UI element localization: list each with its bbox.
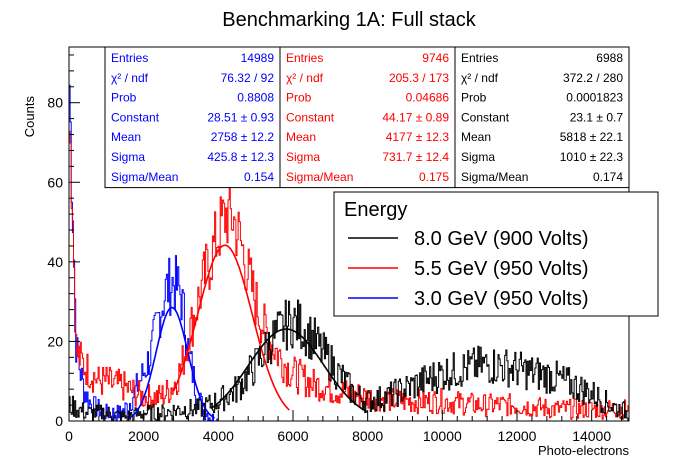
stat-label: χ² / ndf [461, 71, 499, 85]
legend-header: Energy [344, 199, 407, 221]
stat-box-frame [454, 46, 630, 189]
y-tick-label: 20 [47, 333, 63, 349]
legend: Energy 8.0 GeV (900 Volts) 5.5 GeV (950 Vo… [333, 191, 659, 317]
stat-value: 372.2 / 280 [563, 71, 623, 85]
stat-value: 23.1 ± 0.7 [570, 110, 624, 124]
legend-entry-label: 5.5 GeV (950 Volts) [414, 258, 589, 280]
stat-label: Sigma [461, 150, 495, 164]
stat-value: 4177 ± 12.3 [386, 130, 450, 144]
gaussian-fit-3 [210, 328, 369, 413]
legend-entry-label: 3.0 GeV (950 Volts) [414, 288, 589, 310]
legend-entry-label: 8.0 GeV (900 Volts) [414, 228, 589, 250]
stat-value: 14989 [241, 51, 275, 65]
y-tick-label: 0 [55, 413, 63, 429]
stat-label: Entries [286, 51, 323, 65]
stat-label: Constant [286, 110, 335, 124]
stat-value: 731.7 ± 12.4 [382, 150, 449, 164]
x-tick-label: 8000 [352, 428, 383, 444]
stat-box-1: Entries 14989 χ² / ndf 76.32 / 92 Prob 0.8808… [104, 46, 281, 189]
stat-box-2: Entries 9746 χ² / ndf 205.3 / 173 Prob 0.0468… [279, 46, 456, 189]
stat-label: Constant [461, 110, 510, 124]
stat-label: Sigma [286, 150, 320, 164]
histogram-series-3 [68, 299, 629, 422]
stat-label: Entries [461, 51, 498, 65]
stat-label: Prob [111, 91, 137, 105]
stat-value: 0.175 [419, 170, 449, 184]
stat-value: 44.17 ± 0.89 [382, 110, 449, 124]
stat-label: Sigma/Mean [286, 170, 353, 184]
stat-label: Entries [111, 51, 148, 65]
stat-label: χ² / ndf [286, 71, 324, 85]
stat-label: Mean [286, 130, 316, 144]
x-tick-label: 2000 [128, 428, 159, 444]
stat-label: Prob [286, 91, 312, 105]
stat-value: 205.3 / 173 [389, 71, 449, 85]
y-tick-label: 80 [47, 95, 63, 111]
stat-value: 1010 ± 22.3 [560, 150, 624, 164]
stat-label: Sigma/Mean [461, 170, 528, 184]
stat-value: 6988 [596, 51, 623, 65]
y-tick-label: 40 [47, 254, 63, 270]
fit-curves [128, 244, 369, 419]
stat-label: Mean [111, 130, 141, 144]
gaussian-fit-1 [128, 306, 215, 419]
x-tick-label: 0 [65, 428, 73, 444]
stat-box-frame [279, 46, 456, 189]
stat-value: 0.154 [244, 170, 274, 184]
stat-label: Prob [461, 91, 487, 105]
stat-value: 425.8 ± 12.3 [207, 150, 274, 164]
stat-label: Sigma/Mean [111, 170, 178, 184]
legend-frame [333, 191, 659, 317]
stat-label: Mean [461, 130, 491, 144]
y-tick-label: 60 [47, 174, 63, 190]
axes: 0 2000 4000 6000 8000 10000 12000 14000 0 20 40 60 8… [47, 54, 623, 444]
stat-label: χ² / ndf [111, 71, 149, 85]
stat-value: 9746 [422, 51, 449, 65]
stat-label: Constant [111, 110, 160, 124]
stat-value: 0.0001823 [566, 91, 623, 105]
x-tick-label: 6000 [277, 428, 308, 444]
stat-value: 0.174 [593, 170, 623, 184]
x-tick-label: 14000 [572, 428, 611, 444]
stat-value: 0.04686 [406, 91, 450, 105]
fit-statistics-boxes: Entries 14989 χ² / ndf 76.32 / 92 Prob 0.8808… [104, 46, 630, 189]
stat-box-3: Entries 6988 χ² / ndf 372.2 / 280 Prob 0.0001… [454, 46, 630, 189]
chart-title: Benchmarking 1A: Full stack [222, 9, 476, 31]
stat-value: 76.32 / 92 [221, 71, 275, 85]
stat-value: 28.51 ± 0.93 [207, 110, 274, 124]
gaussian-fit-2 [172, 244, 290, 411]
stat-value: 2758 ± 12.2 [211, 130, 275, 144]
stat-label: Sigma [111, 150, 145, 164]
x-tick-label: 10000 [423, 428, 462, 444]
stat-value: 5818 ± 22.1 [560, 130, 624, 144]
x-tick-label: 12000 [498, 428, 537, 444]
y-axis-label: Counts [22, 96, 37, 138]
x-tick-label: 4000 [203, 428, 234, 444]
x-axis-label: Photo-electrons [538, 443, 630, 458]
stat-value: 0.8808 [237, 91, 274, 105]
